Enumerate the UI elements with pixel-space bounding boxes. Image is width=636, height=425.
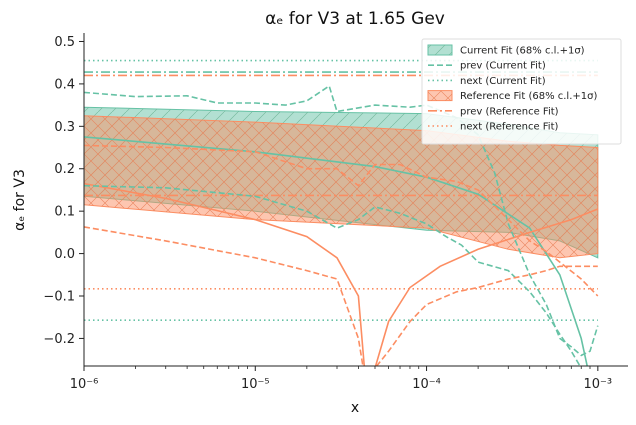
legend-hatch-current-fit-68-c-l-1 (428, 45, 452, 55)
bands-layer (84, 106, 599, 259)
line-current-fit-central (84, 136, 589, 366)
line-reference-fit-upper-replica (84, 144, 599, 297)
y-ticks: −0.2 −0.1 0.0 0.1 0.2 0.3 0.4 0.5 (43, 35, 84, 347)
legend-label-next-reference-fit: next (Reference Fit) (460, 122, 558, 133)
legend-label-current-fit-68-c-l-1: Current Fit (68% c.l.+1σ) (460, 46, 585, 57)
x-ticks: 10⁻⁶ 10⁻⁵ 10⁻⁴ 10⁻³ (70, 366, 612, 392)
x-tick-label: 10⁻⁴ (412, 377, 441, 392)
line-reference-fit-lower-replica (84, 226, 598, 366)
x-tick-label: 10⁻³ (584, 377, 613, 392)
band-hatch-reference-fit-68-c-l-1 (84, 115, 598, 258)
y-tick-label: 0.3 (54, 120, 75, 135)
legend-label-prev-reference-fit: prev (Reference Fit) (460, 106, 559, 117)
x-axis-label: x (351, 400, 359, 416)
lines-layer (84, 84, 599, 366)
line-reference-fit-central (84, 182, 599, 366)
x-tick-label: 10⁻⁶ (70, 377, 99, 392)
y-tick-label: 0.5 (54, 35, 75, 50)
line-current-fit-lower-replica (84, 184, 581, 366)
legend-label-prev-current-fit: prev (Current Fit) (460, 61, 546, 72)
legend-box (421, 38, 622, 145)
plot-area (84, 59, 599, 366)
legend: Current Fit (68% c.l.+1σ) prev (Current F… (421, 38, 622, 145)
y-tick-label: −0.1 (43, 290, 75, 305)
y-tick-label: 0.1 (54, 205, 75, 220)
legend-label-next-current-fit: next (Current Fit) (460, 76, 546, 87)
legend-hatch-reference-fit-68-c-l-1 (428, 90, 452, 101)
x-tick-label: 10⁻⁵ (241, 377, 270, 392)
legend-label-reference-fit-68-c-l-1: Reference Fit (68% c.l.+1σ) (460, 91, 597, 102)
y-tick-label: 0.2 (54, 162, 75, 177)
chart-title: αₑ for V3 at 1.65 Gev (265, 9, 445, 29)
axes: 10⁻⁶ 10⁻⁵ 10⁻⁴ 10⁻³ −0.2 −0.1 0.0 0.1 0.2 0.3 0.4… (43, 33, 628, 392)
y-axis-label: αₑ for V3 (12, 169, 28, 231)
y-tick-label: 0.0 (54, 247, 75, 262)
y-tick-label: −0.2 (43, 332, 75, 347)
y-tick-label: 0.4 (54, 77, 75, 92)
